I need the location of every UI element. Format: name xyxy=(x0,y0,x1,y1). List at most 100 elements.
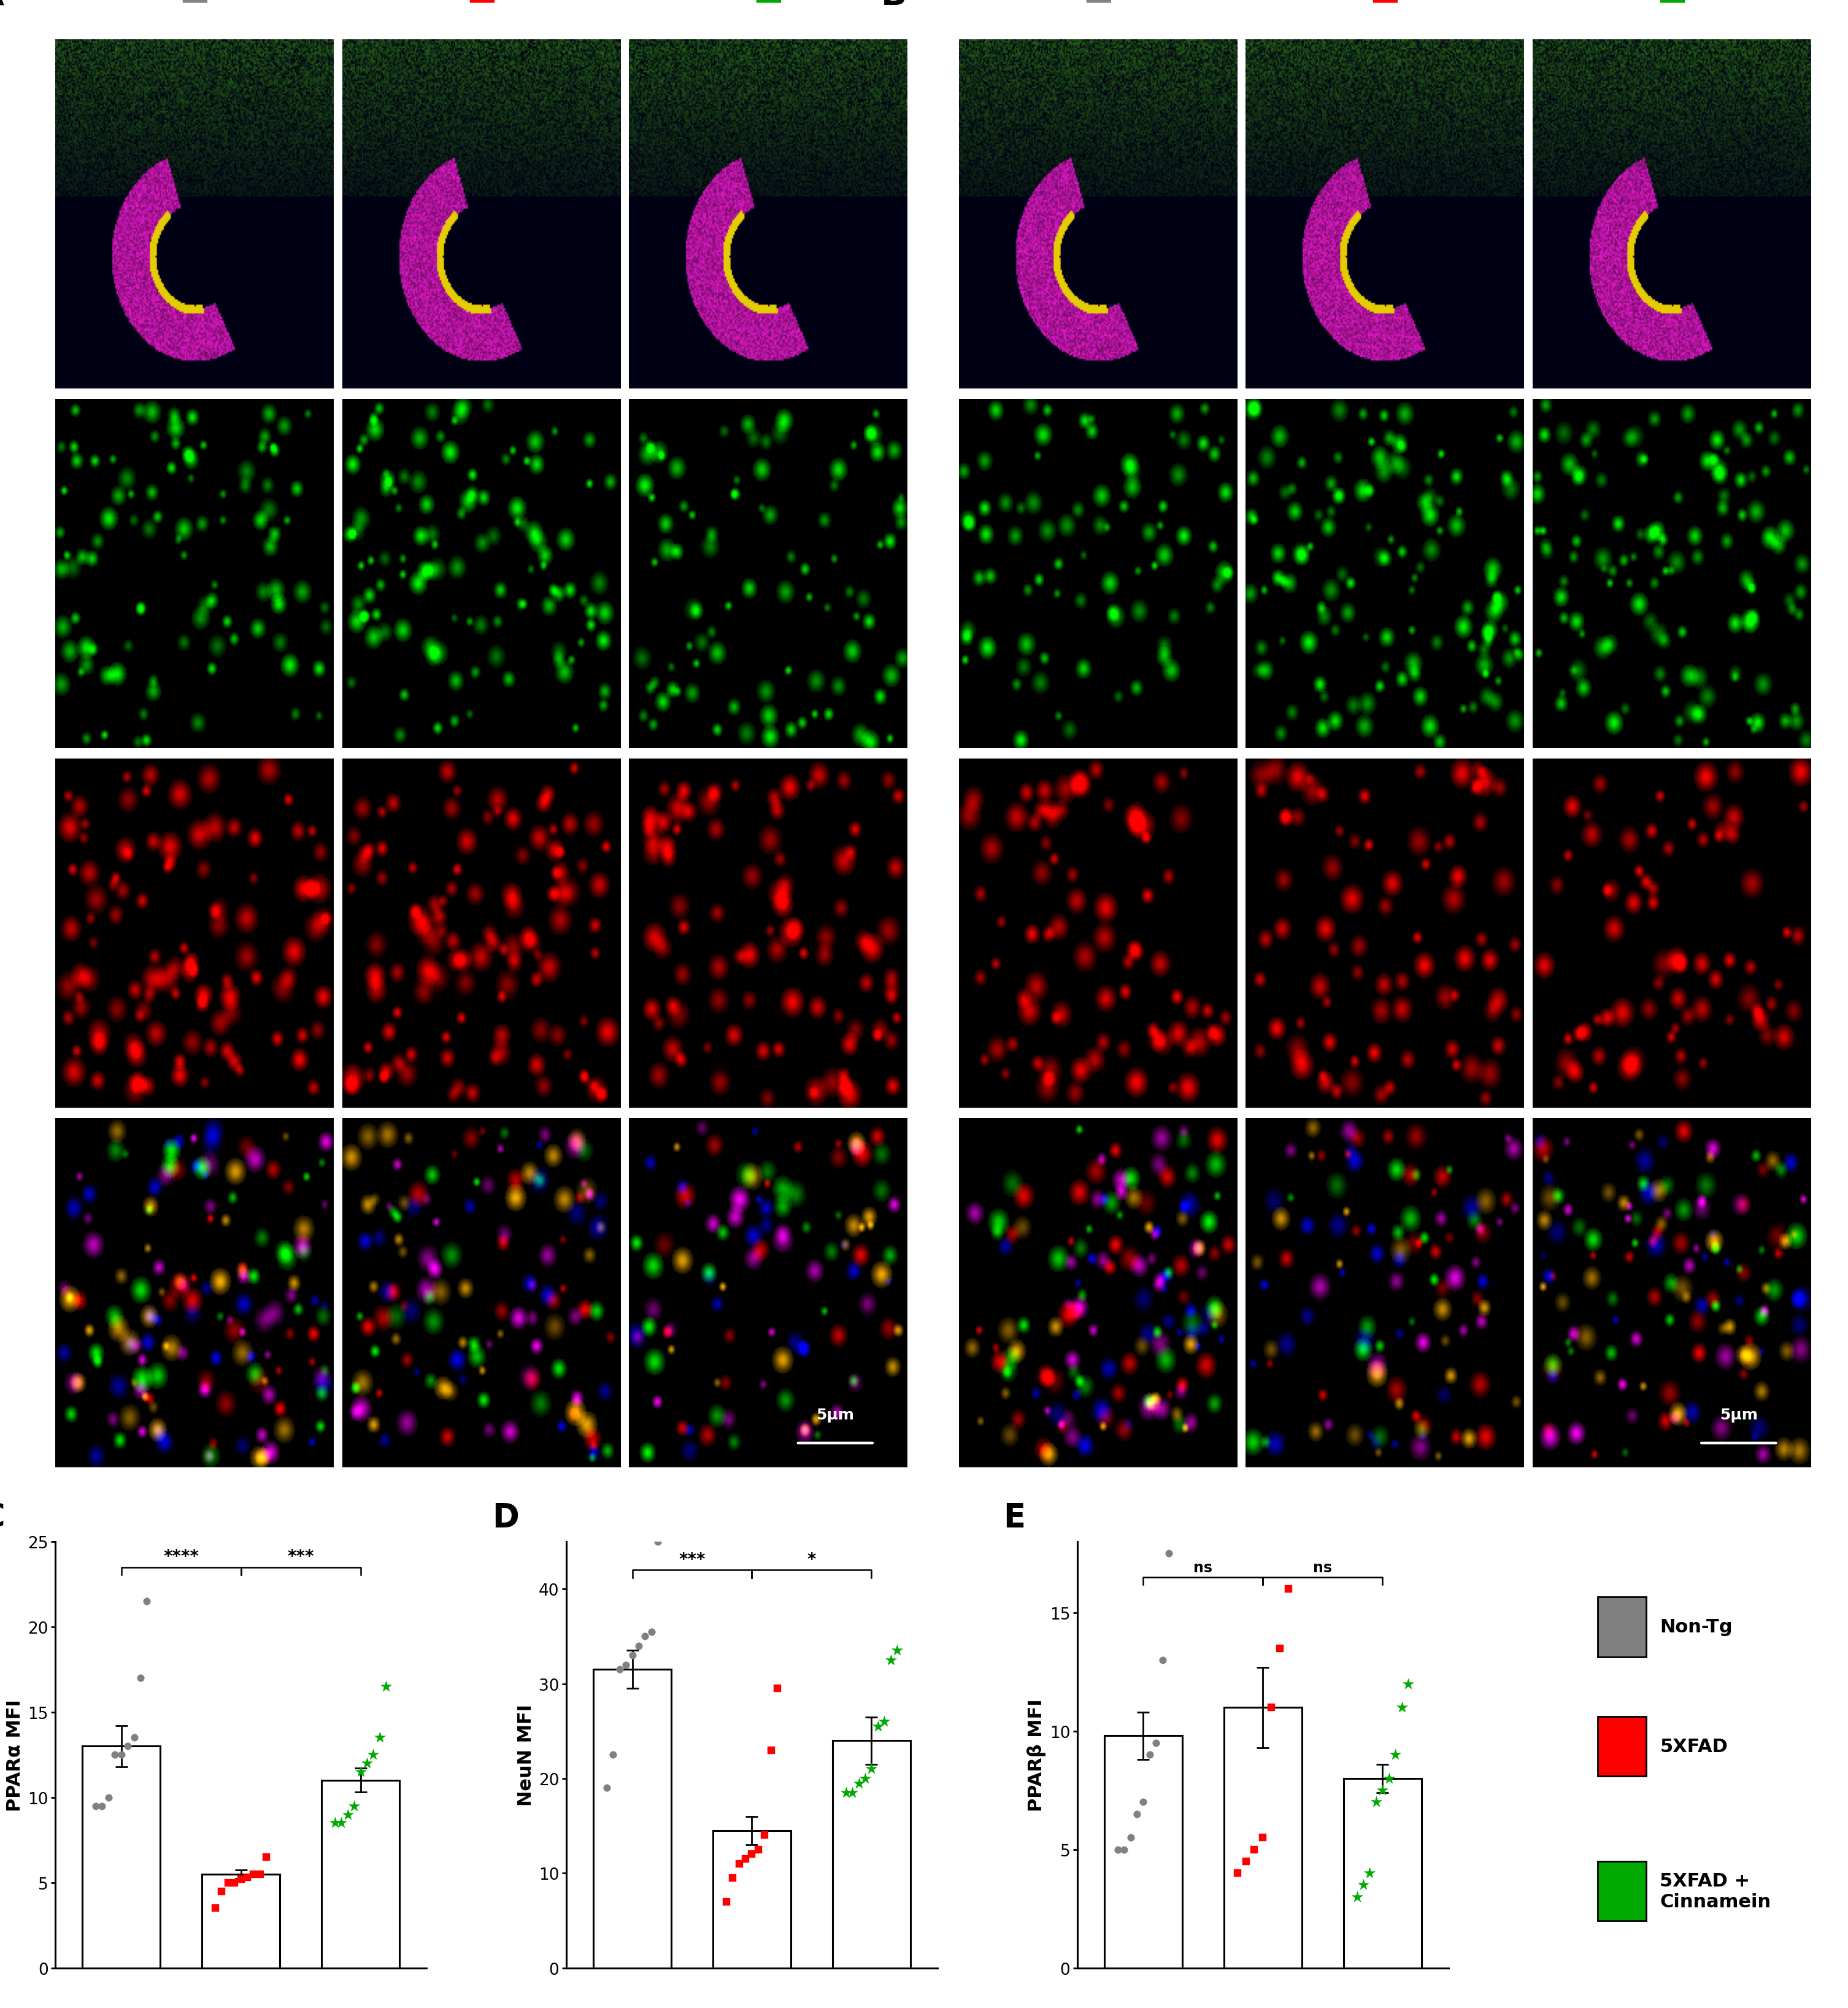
Text: Non-Tg: Non-Tg xyxy=(1660,1618,1732,1637)
Point xyxy=(1223,1857,1253,1890)
Point xyxy=(1122,1797,1151,1829)
Point xyxy=(120,1721,150,1753)
Point xyxy=(1257,1691,1286,1723)
Point xyxy=(717,1861,747,1894)
Point xyxy=(327,1807,357,1839)
Point xyxy=(625,1630,654,1663)
Bar xyxy=(1597,1717,1647,1777)
Point xyxy=(1380,1739,1410,1771)
Point xyxy=(251,1841,281,1873)
Point xyxy=(630,1620,660,1653)
Point xyxy=(1135,1739,1164,1771)
Point xyxy=(638,1616,667,1649)
Text: B: B xyxy=(881,0,907,12)
Point xyxy=(1266,1633,1295,1665)
Point xyxy=(863,1711,893,1743)
Point xyxy=(730,1843,760,1875)
Point xyxy=(643,1526,673,1558)
Bar xyxy=(1597,1861,1647,1922)
Text: 5μm: 5μm xyxy=(817,1408,854,1422)
Text: 5μm: 5μm xyxy=(1720,1408,1757,1422)
Text: ■: ■ xyxy=(179,0,211,6)
Point xyxy=(1109,1833,1138,1865)
Point xyxy=(612,1649,641,1681)
Point xyxy=(220,1867,249,1900)
Point xyxy=(711,1886,741,1918)
Bar xyxy=(593,1669,671,1968)
Text: ***: *** xyxy=(286,1548,314,1564)
Point xyxy=(107,1739,137,1771)
Point xyxy=(617,1639,647,1671)
Bar xyxy=(1597,1596,1647,1657)
Text: 5XFAD: 5XFAD xyxy=(1660,1737,1728,1755)
Text: ■: ■ xyxy=(1369,0,1401,6)
Point xyxy=(340,1789,370,1821)
Point xyxy=(1355,1857,1384,1890)
Bar xyxy=(83,1747,161,1968)
Point xyxy=(837,1777,867,1809)
Point xyxy=(233,1861,262,1894)
Point xyxy=(87,1789,116,1821)
Bar xyxy=(201,1873,279,1968)
Point xyxy=(724,1847,754,1879)
Point xyxy=(131,1586,161,1618)
Point xyxy=(81,1789,111,1821)
Text: 5XFAD +
Cinnamein: 5XFAD + Cinnamein xyxy=(1660,1871,1770,1910)
Point xyxy=(371,1671,401,1703)
Point xyxy=(850,1763,880,1795)
Point xyxy=(320,1807,349,1839)
Point xyxy=(599,1739,628,1771)
Point xyxy=(1368,1775,1397,1807)
Point xyxy=(876,1645,906,1677)
Point xyxy=(1240,1833,1270,1865)
Point xyxy=(1349,1869,1379,1902)
Point xyxy=(213,1867,242,1900)
Point xyxy=(333,1799,362,1831)
Text: C: C xyxy=(0,1502,6,1534)
Y-axis label: PPARα MFI: PPARα MFI xyxy=(6,1699,24,1811)
Point xyxy=(1129,1785,1159,1817)
Point xyxy=(238,1857,268,1890)
Point xyxy=(743,1833,772,1865)
Text: ****: **** xyxy=(163,1548,200,1564)
Point xyxy=(832,1777,861,1809)
Point xyxy=(113,1731,142,1763)
Bar xyxy=(1223,1707,1301,1968)
Point xyxy=(100,1739,129,1771)
Point xyxy=(225,1863,255,1896)
Point xyxy=(1393,1669,1423,1701)
Point xyxy=(246,1857,275,1890)
Point xyxy=(1116,1821,1146,1853)
Text: *: * xyxy=(808,1550,817,1568)
Text: ■: ■ xyxy=(1656,0,1687,6)
Bar xyxy=(833,1741,911,1968)
Point xyxy=(94,1781,124,1813)
Point xyxy=(750,1819,780,1851)
Text: ■: ■ xyxy=(754,0,784,6)
Y-axis label: NeuN MFI: NeuN MFI xyxy=(517,1705,536,1805)
Point xyxy=(1247,1821,1277,1853)
Point xyxy=(604,1653,634,1685)
Bar xyxy=(713,1831,791,1968)
Point xyxy=(353,1747,383,1779)
Point xyxy=(763,1673,793,1705)
Bar xyxy=(1343,1779,1421,1968)
Point xyxy=(1148,1645,1177,1677)
Point xyxy=(870,1705,900,1737)
Bar xyxy=(322,1781,399,1968)
Text: ***: *** xyxy=(678,1550,706,1568)
Text: ns: ns xyxy=(1314,1560,1332,1574)
Point xyxy=(1155,1538,1185,1570)
Point xyxy=(126,1663,155,1695)
Text: D: D xyxy=(492,1502,519,1534)
Point xyxy=(364,1721,394,1753)
Point xyxy=(1231,1845,1260,1877)
Point xyxy=(857,1753,887,1785)
Point xyxy=(1362,1785,1392,1817)
Point xyxy=(1273,1572,1303,1604)
Text: A: A xyxy=(0,0,4,12)
Point xyxy=(200,1892,229,1924)
Point xyxy=(359,1739,388,1771)
Point xyxy=(1342,1881,1371,1914)
Point xyxy=(591,1771,621,1803)
